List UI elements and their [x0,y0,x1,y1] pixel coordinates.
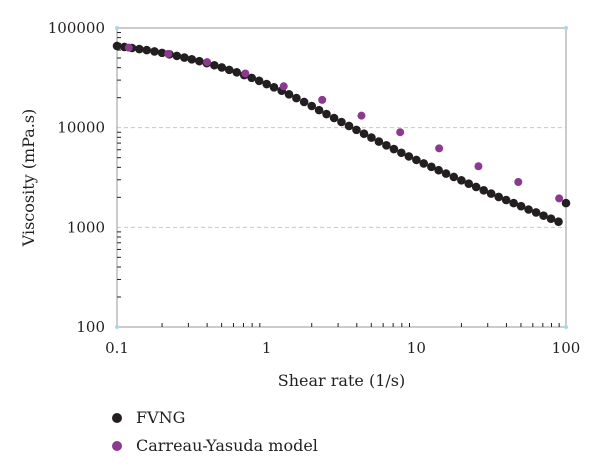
fvng-point [254,76,264,86]
fvng-point [172,51,182,61]
fvng-point [441,169,451,178]
carreau-yasuda-point [279,82,288,91]
carreau-yasuda-point [241,69,250,78]
fvng-point [539,211,548,220]
fvng-point [554,217,563,226]
x-tick-label: 1 [262,339,272,357]
x-tick-label: 0.1 [105,339,129,357]
fvng-point [142,45,152,55]
fvng-point [217,63,227,72]
fvng-point [150,47,159,56]
fvng-point [232,68,242,77]
y-tick-label: 10000 [57,119,105,137]
fvng-point [299,97,309,107]
fvng-point [531,208,541,217]
fvng-point [516,201,526,211]
fvng-point [404,152,414,161]
carreau-yasuda-point [514,178,523,187]
legend-item-carreau-yasuda: Carreau-Yasuda model [112,432,318,460]
series-layer [112,41,571,226]
fvng-point [157,48,167,58]
fvng-point [314,105,324,115]
fvng-point [112,41,122,51]
tick-labels: 0.1 1 10 100 100 1000 10000 100000 [48,19,581,357]
fvng-point [374,137,384,146]
chart: 0.1 1 10 100 100 1000 10000 100000 Shear rate (… [19,19,581,390]
carreau-yasuda-point [357,111,366,120]
fvng-point [269,83,279,92]
carreau-yasuda-point [396,128,405,137]
fvng-point [359,129,369,138]
corner-marker [564,325,568,329]
legend-marker-carreau-yasuda [112,441,122,451]
legend: FVNG Carreau-Yasuda model [112,404,318,460]
fvng-point [135,44,144,54]
fvng-point [329,113,339,123]
fvng-point [247,73,256,83]
corner-marker [564,26,568,30]
fvng-point [210,60,219,70]
fvng-point [367,133,376,142]
legend-item-fvng: FVNG [112,404,318,432]
fvng-point [195,56,204,66]
fvng-point [434,165,443,175]
corner-marker [115,26,119,30]
fvng-point [524,205,533,214]
x-tick-label: 100 [552,339,581,357]
fvng-point [292,93,301,103]
carreau-yasuda-point [318,95,327,104]
fvng-point [262,79,271,89]
y-tick-label: 100 [76,318,105,336]
fvng-point [509,198,518,208]
fvng-point [187,55,197,64]
fvng-point [382,141,391,150]
legend-label-carreau-yasuda: Carreau-Yasuda model [136,436,318,455]
fvng-point [180,53,189,62]
fvng-point [307,101,317,111]
fvng-point [427,162,436,172]
fvng-point [471,182,481,192]
fvng-point [352,125,361,135]
fvng-point [449,172,459,182]
fvng-point [479,186,489,195]
fvng-point [546,214,556,224]
fvng-point [344,121,354,131]
carreau-yasuda-point [435,144,444,153]
corner-marker [115,325,119,329]
fvng-point [412,155,421,165]
carreau-yasuda-point [474,162,483,171]
carreau-yasuda-point [555,194,564,203]
y-axis-label: Viscosity (mPa.s) [19,109,38,248]
x-axis-label: Shear rate (1/s) [278,371,405,390]
fvng-point [561,198,571,208]
fvng-point [464,179,474,189]
fvng-point [397,148,406,158]
y-tick-label: 100000 [48,19,105,37]
fvng-point [284,90,294,99]
fvng-point [457,176,466,185]
carreau-yasuda-point [203,58,212,67]
plot-frame [116,27,567,328]
y-tick-label: 1000 [67,218,105,236]
legend-label-fvng: FVNG [136,408,186,427]
fvng-point [337,117,346,127]
minor-ticks [117,32,560,327]
fvng-point [501,195,511,205]
fvng-point [419,159,428,168]
fvng-point [494,192,503,202]
fvng-point [224,65,234,75]
carreau-yasuda-point [124,43,133,52]
x-tick-label: 10 [407,339,426,357]
fvng-point [322,109,331,119]
gridlines [117,127,566,228]
corner-markers [115,26,568,329]
fvng-point [486,189,496,198]
carreau-yasuda-point [164,49,173,58]
fvng-point [389,144,399,154]
legend-marker-fvng [112,413,122,423]
